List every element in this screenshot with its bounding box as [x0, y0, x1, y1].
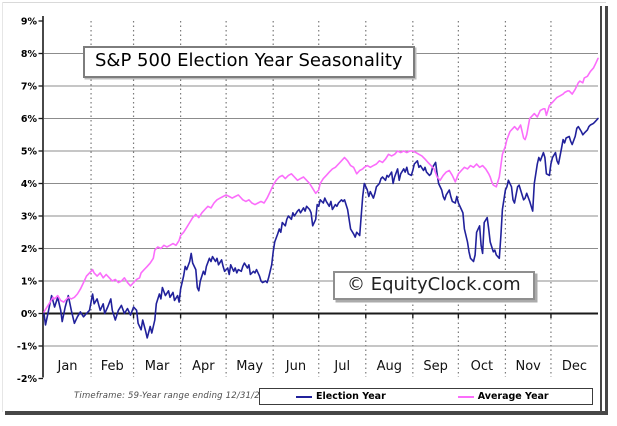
frame-right-shadow-inner: [600, 6, 602, 415]
x-tick-label: Feb: [101, 359, 124, 374]
x-tick-label: Nov: [515, 359, 541, 374]
legend-label-election-year: Election Year: [316, 391, 386, 402]
frame-top-hairline: [2, 2, 606, 3]
y-tick-label: 1%: [21, 277, 38, 288]
x-tick-label: Jul: [333, 359, 350, 374]
legend-item-average-year: Average Year: [457, 391, 549, 402]
y-tick-label: 9%: [21, 17, 38, 28]
x-tick-label: Sep: [423, 359, 448, 374]
y-tick-label: 0%: [21, 309, 38, 320]
legend: Election Year Average Year: [259, 388, 593, 405]
average-year-line: [43, 57, 599, 313]
chart-title-box: S&P 500 Election Year Seasonality: [83, 46, 415, 78]
x-tick-label: Apr: [192, 359, 215, 374]
y-tick-label: 8%: [21, 49, 38, 60]
y-tick-label: 6%: [21, 114, 38, 125]
y-tick-label: -2%: [17, 374, 38, 385]
x-tick-label: Mar: [145, 359, 170, 374]
frame-bottom-shadow: [5, 411, 608, 415]
watermark-box: © EquityClock.com: [333, 271, 535, 300]
x-tick-label: Dec: [562, 359, 587, 374]
y-tick-label: 4%: [21, 179, 38, 190]
frame-left-hairline: [2, 2, 3, 412]
legend-item-election-year: Election Year: [296, 391, 386, 402]
legend-label-average-year: Average Year: [477, 391, 549, 402]
timeframe-note: Timeframe: 59-Year range ending 12/31/20…: [74, 391, 277, 401]
frame-right-shadow-outer: [605, 6, 608, 415]
y-tick-label: -1%: [17, 342, 38, 353]
x-tick-label: Aug: [377, 359, 402, 374]
x-tick-label: Oct: [471, 359, 493, 374]
x-tick-label: May: [236, 359, 263, 374]
election-year-line: [43, 117, 599, 339]
y-tick-label: 2%: [21, 244, 38, 255]
average-year-line-swatch: [457, 395, 474, 398]
chart-title: S&P 500 Election Year Seasonality: [95, 50, 403, 71]
election-year-line-swatch: [296, 395, 312, 398]
watermark-text: © EquityClock.com: [347, 274, 521, 295]
x-tick-label: Jan: [57, 359, 78, 374]
y-tick-label: 3%: [21, 212, 38, 223]
x-tick-label: Jun: [285, 359, 306, 374]
y-tick-label: 5%: [21, 147, 38, 158]
y-tick-label: 7%: [21, 82, 38, 93]
